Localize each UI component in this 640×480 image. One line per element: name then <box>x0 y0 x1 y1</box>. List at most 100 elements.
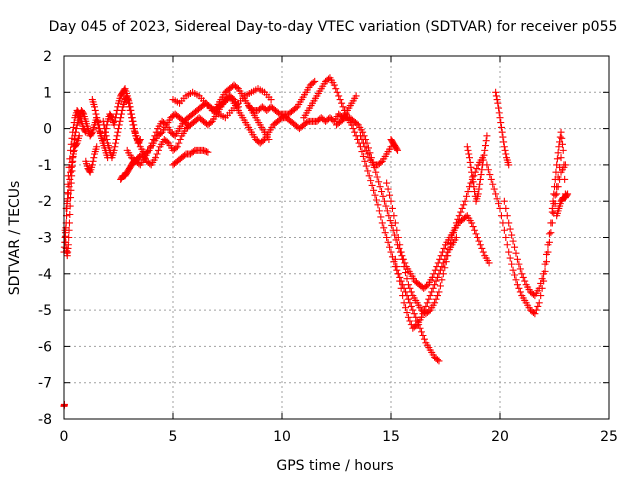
data-point <box>335 92 343 100</box>
data-point <box>91 106 99 114</box>
data-point <box>535 284 543 292</box>
data-point <box>472 230 480 238</box>
data-point <box>66 211 74 219</box>
data-point <box>116 117 124 125</box>
data-point <box>498 128 506 136</box>
data-point <box>508 231 516 239</box>
data-point <box>394 146 402 154</box>
data-point <box>92 110 100 118</box>
data-point <box>393 263 401 271</box>
data-point <box>502 234 510 241</box>
data-point <box>410 310 418 318</box>
data-point <box>484 166 492 174</box>
data-point <box>396 277 404 285</box>
data-point <box>364 150 372 158</box>
data-point <box>358 135 366 143</box>
data-point <box>359 128 367 136</box>
data-point <box>364 167 372 175</box>
data-point <box>418 328 426 336</box>
data-point <box>146 160 154 168</box>
chart-title: Day 045 of 2023, Sidereal Day-to-day VTE… <box>49 19 618 35</box>
data-point <box>483 161 491 169</box>
data-point <box>481 142 489 150</box>
data-point <box>126 103 134 111</box>
data-point <box>476 175 484 183</box>
data-point <box>114 128 122 136</box>
data-point <box>128 114 136 122</box>
data-point <box>406 317 414 325</box>
data-point <box>170 131 178 139</box>
data-point <box>551 175 559 183</box>
data-point <box>461 197 469 205</box>
data-point <box>550 190 558 198</box>
data-point <box>464 188 472 196</box>
data-point <box>397 248 405 256</box>
data-point <box>436 282 444 290</box>
data-point <box>409 306 417 314</box>
data-point <box>356 132 364 140</box>
data-point <box>99 117 107 125</box>
data-point <box>495 104 503 112</box>
data-point <box>479 156 487 164</box>
data-point <box>425 307 433 315</box>
y-tick-label: -4 <box>38 267 52 283</box>
data-point <box>553 155 561 163</box>
data-point <box>460 201 468 209</box>
data-point <box>564 190 572 198</box>
data-point <box>118 106 126 114</box>
data-point <box>495 109 503 117</box>
y-tick-label: -5 <box>38 303 52 319</box>
data-point <box>531 310 539 318</box>
y-tick-labels: -8 -7 -6 -5 -4 -3 -2 -1 0 1 2 <box>38 49 52 428</box>
data-point <box>127 106 135 114</box>
data-point <box>500 197 508 205</box>
data-point <box>490 185 498 193</box>
data-point <box>120 86 128 94</box>
data-point <box>396 241 404 249</box>
y-tick-label: -6 <box>38 339 52 355</box>
data-point <box>69 150 77 158</box>
data-point <box>462 213 470 221</box>
data-point <box>420 306 428 314</box>
data-point <box>376 183 384 191</box>
data-point <box>466 158 474 166</box>
data-point <box>492 88 500 96</box>
data-point <box>112 139 120 147</box>
data-point <box>348 121 356 129</box>
data-point <box>398 252 406 260</box>
data-point <box>441 264 449 272</box>
data-point <box>400 263 408 271</box>
data-point <box>248 105 256 113</box>
data-point <box>390 212 398 220</box>
data-point <box>359 152 367 160</box>
data-point <box>476 180 484 188</box>
data-point <box>65 234 73 241</box>
data-point <box>137 151 145 159</box>
data-point <box>403 309 411 317</box>
data-point <box>500 143 508 151</box>
data-point <box>494 99 502 107</box>
data-point <box>557 128 565 136</box>
data-point <box>303 119 311 127</box>
data-point <box>503 241 511 249</box>
data-point <box>101 125 109 133</box>
data-point <box>93 143 101 151</box>
data-point <box>500 226 508 234</box>
data-point <box>502 150 510 158</box>
data-point <box>69 154 77 162</box>
data-point <box>379 192 387 200</box>
data-point <box>353 120 361 128</box>
data-point <box>377 213 385 221</box>
data-point <box>502 204 510 212</box>
data-point <box>69 123 77 131</box>
data-point <box>468 168 476 176</box>
data-point <box>88 161 96 169</box>
data-point <box>325 75 333 83</box>
data-point <box>470 183 478 191</box>
data-point <box>133 135 141 143</box>
data-point <box>336 96 344 104</box>
plot-frame <box>63 55 610 420</box>
data-point <box>107 113 115 120</box>
data-point <box>499 133 507 141</box>
data-point <box>63 200 71 208</box>
